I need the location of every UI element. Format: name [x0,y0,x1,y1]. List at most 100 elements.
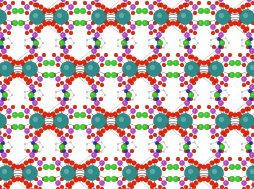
Circle shape [92,141,93,143]
Circle shape [128,55,132,59]
Circle shape [122,146,124,147]
Circle shape [31,141,35,145]
Circle shape [239,11,243,15]
Circle shape [135,21,139,25]
Circle shape [153,133,157,137]
Circle shape [162,63,166,67]
Circle shape [84,175,88,179]
Circle shape [65,97,69,101]
Circle shape [51,126,55,130]
Circle shape [74,8,80,14]
Circle shape [11,42,13,44]
Circle shape [65,125,69,129]
Circle shape [216,89,217,91]
Circle shape [26,65,31,70]
Circle shape [205,22,208,23]
Circle shape [61,39,65,43]
Circle shape [198,112,204,118]
Circle shape [215,153,220,157]
Circle shape [163,141,164,143]
Circle shape [34,81,38,85]
Circle shape [241,5,245,9]
Circle shape [101,162,102,163]
Circle shape [140,61,144,65]
Circle shape [126,92,132,98]
Circle shape [166,94,168,96]
Circle shape [0,138,1,139]
Circle shape [242,63,246,67]
Circle shape [8,181,12,185]
Circle shape [199,125,201,127]
Circle shape [0,27,1,31]
Circle shape [246,185,250,189]
Circle shape [78,177,82,181]
Circle shape [157,146,159,148]
Circle shape [11,105,15,109]
Circle shape [11,1,15,5]
Circle shape [104,73,108,77]
Circle shape [250,45,252,47]
Circle shape [84,71,88,75]
Circle shape [220,34,221,35]
Circle shape [194,99,195,101]
Circle shape [8,6,9,7]
Circle shape [214,183,218,187]
Circle shape [157,42,159,44]
Circle shape [127,86,128,87]
Circle shape [148,77,152,81]
Circle shape [188,94,190,96]
Circle shape [150,45,154,49]
Circle shape [66,93,67,95]
Circle shape [250,94,252,96]
Circle shape [60,41,62,43]
Circle shape [65,86,66,87]
Circle shape [94,101,100,105]
Circle shape [69,11,73,15]
Circle shape [136,74,140,78]
Circle shape [152,79,156,83]
Circle shape [209,61,224,77]
Circle shape [59,27,63,31]
Circle shape [210,181,214,185]
Circle shape [122,41,124,43]
Circle shape [233,21,237,25]
Circle shape [2,84,7,90]
Circle shape [136,112,142,118]
Circle shape [82,125,83,127]
Circle shape [63,37,67,41]
Circle shape [224,57,229,61]
Circle shape [119,78,120,79]
Circle shape [44,177,46,179]
Circle shape [24,25,29,29]
Circle shape [60,73,64,77]
Circle shape [97,146,98,147]
Circle shape [180,77,184,81]
Circle shape [52,177,56,181]
Circle shape [44,165,46,167]
Circle shape [154,91,158,95]
Circle shape [24,97,26,99]
Circle shape [61,37,62,39]
Circle shape [99,133,103,137]
Circle shape [136,8,142,14]
Circle shape [155,141,159,145]
Circle shape [189,21,193,25]
Circle shape [126,55,130,59]
Circle shape [212,110,213,111]
Circle shape [157,117,162,122]
Circle shape [24,108,29,114]
Circle shape [230,165,232,167]
Circle shape [124,89,128,93]
Circle shape [74,124,80,130]
Circle shape [0,0,4,2]
Circle shape [0,177,2,181]
Circle shape [188,143,190,145]
Circle shape [29,133,33,137]
Circle shape [249,49,254,53]
Circle shape [230,177,232,179]
Circle shape [87,5,91,9]
Circle shape [86,45,88,47]
Circle shape [227,123,231,127]
Circle shape [228,146,230,148]
Circle shape [86,143,88,145]
